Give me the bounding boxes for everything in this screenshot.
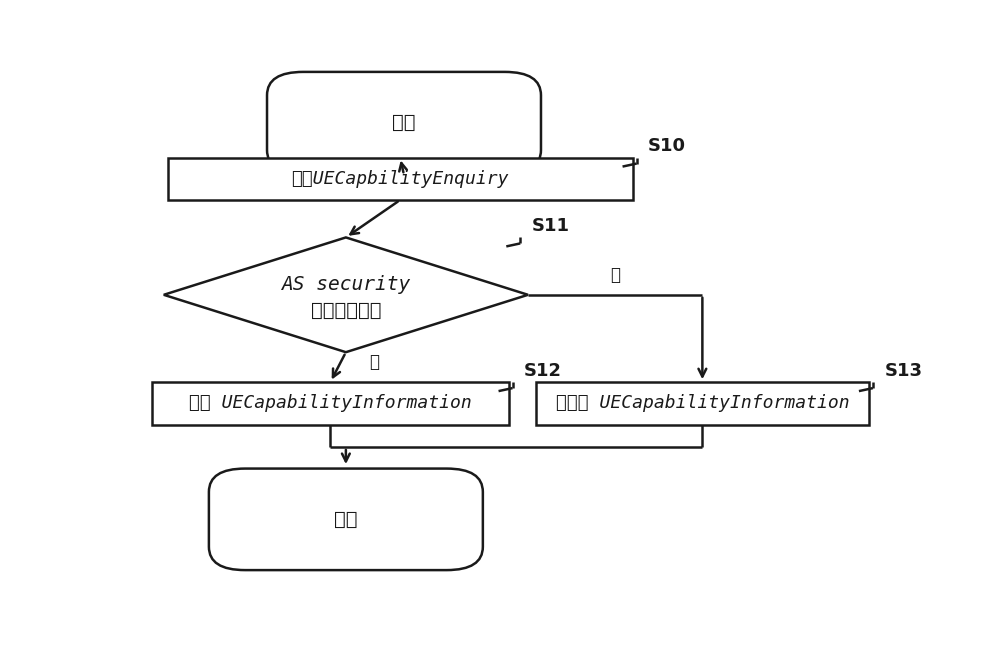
Bar xyxy=(168,157,633,200)
Text: 接收UECapbilityEnquiry: 接收UECapbilityEnquiry xyxy=(291,170,509,188)
Bar xyxy=(536,382,869,424)
Text: S12: S12 xyxy=(524,362,562,380)
Text: 是: 是 xyxy=(369,353,379,371)
FancyBboxPatch shape xyxy=(209,469,483,570)
Text: 发送 UECapabilityInformation: 发送 UECapabilityInformation xyxy=(189,395,472,412)
Text: S13: S13 xyxy=(885,362,922,380)
Text: 结束: 结束 xyxy=(334,510,358,529)
Text: S11: S11 xyxy=(532,217,570,235)
Text: 开始: 开始 xyxy=(392,113,416,132)
Polygon shape xyxy=(164,237,528,353)
FancyBboxPatch shape xyxy=(267,72,541,174)
Text: AS security: AS security xyxy=(281,275,411,294)
Text: 不发送 UECapabilityInformation: 不发送 UECapabilityInformation xyxy=(556,395,849,412)
Text: 否: 否 xyxy=(610,266,620,284)
Text: S10: S10 xyxy=(648,137,686,155)
Bar xyxy=(152,382,509,424)
Text: 是否被激活？: 是否被激活？ xyxy=(311,301,381,320)
